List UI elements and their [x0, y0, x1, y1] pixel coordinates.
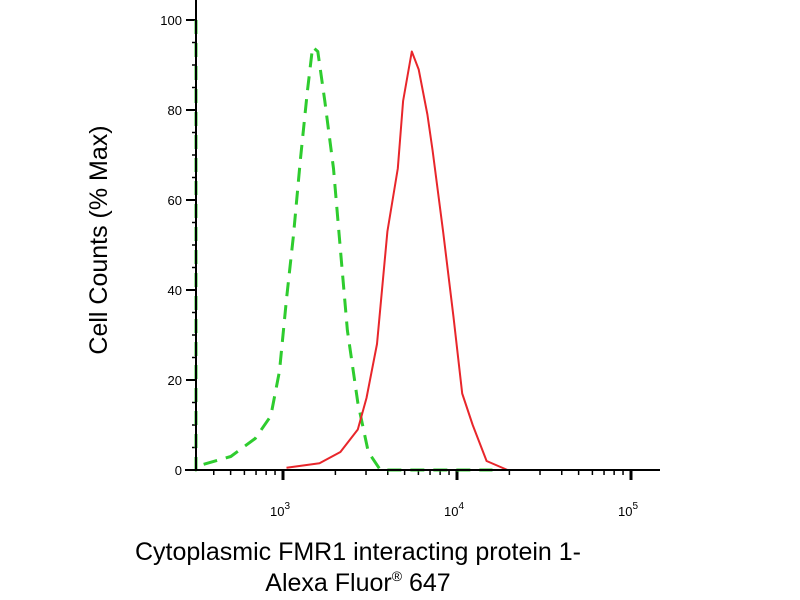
x-tick-label: 104	[444, 501, 464, 519]
y-tick-label: 80	[168, 103, 182, 118]
series-group	[194, 20, 657, 472]
axis-ticks	[186, 19, 633, 480]
y-tick-label: 20	[168, 373, 182, 388]
y-tick-label: 100	[160, 13, 182, 28]
y-tick-label: 60	[168, 193, 182, 208]
y-tick-label: 40	[168, 283, 182, 298]
x-axis-title-line1: Cytoplasmic FMR1 interacting protein 1-	[135, 538, 581, 566]
x-tick-label: 103	[270, 501, 290, 519]
x-axis-title-line2: Alexa Fluor® 647	[265, 568, 450, 597]
x-tick-label: 105	[618, 501, 638, 519]
tick-labels: 0 20 40 60 80 100 103 104 105	[160, 13, 638, 519]
y-axis-title: Cell Counts (% Max)	[85, 125, 113, 354]
sample-series-line	[286, 50, 657, 471]
y-tick-label: 0	[175, 463, 182, 478]
control-series-line	[194, 20, 493, 472]
